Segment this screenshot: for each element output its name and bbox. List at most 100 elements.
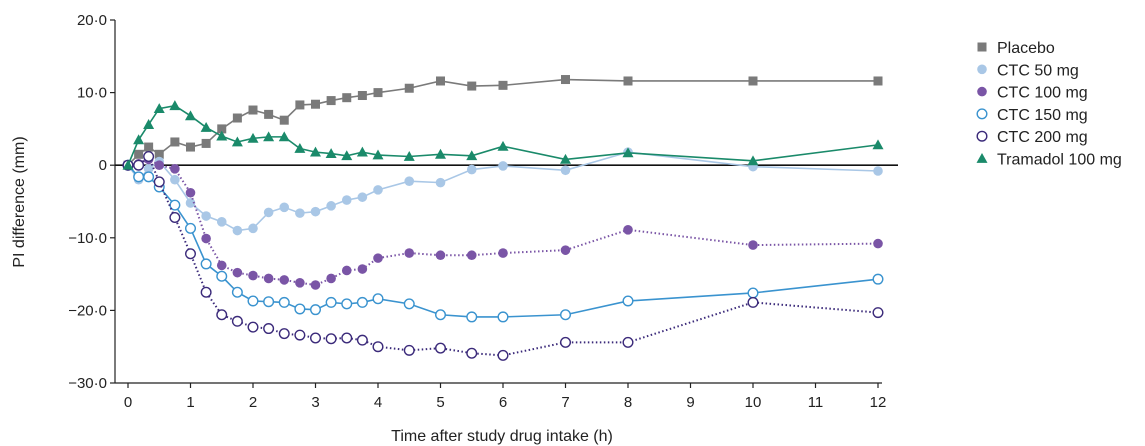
data-point-ctc-200-mg bbox=[560, 336, 572, 348]
data-point-ctc-150-mg bbox=[216, 270, 228, 282]
data-point-ctc-200-mg bbox=[325, 333, 337, 345]
data-point-placebo bbox=[342, 93, 352, 103]
data-point-ctc-50-mg bbox=[216, 217, 227, 227]
data-point-ctc-150-mg bbox=[622, 295, 634, 307]
data-point-ctc-50-mg bbox=[560, 165, 571, 176]
data-point-ctc-200-mg bbox=[310, 332, 322, 344]
data-point-placebo bbox=[561, 75, 570, 85]
data-point-ctc-200-mg bbox=[247, 321, 259, 333]
x-tick-label: 11 bbox=[808, 394, 824, 411]
data-point-ctc-200-mg bbox=[747, 296, 759, 308]
series-ctc-100-mg bbox=[123, 154, 883, 290]
data-point-ctc-100-mg bbox=[560, 245, 571, 255]
x-tick-label: 4 bbox=[374, 394, 382, 411]
data-point-ctc-200-mg bbox=[403, 344, 415, 356]
data-point-tramadol-100-mg bbox=[247, 132, 259, 143]
data-point-placebo bbox=[623, 76, 633, 86]
data-point-placebo bbox=[217, 124, 227, 134]
data-point-ctc-150-mg bbox=[143, 171, 155, 183]
data-point-ctc-50-mg bbox=[357, 192, 368, 202]
data-point-ctc-150-mg bbox=[403, 298, 415, 310]
data-point-ctc-50-mg bbox=[143, 164, 154, 174]
data-point-tramadol-100-mg bbox=[185, 110, 196, 121]
data-point-placebo bbox=[201, 138, 211, 148]
data-point-ctc-50-mg bbox=[201, 211, 211, 221]
data-point-placebo bbox=[311, 99, 320, 109]
data-point-placebo bbox=[279, 115, 289, 125]
data-point-ctc-150-mg bbox=[341, 298, 353, 310]
legend-label-tramadol-100-mg: Tramadol 100 mg bbox=[997, 152, 1122, 169]
data-point-ctc-200-mg bbox=[278, 328, 290, 340]
data-point-ctc-150-mg bbox=[231, 286, 243, 298]
x-tick-label: 1 bbox=[186, 394, 194, 411]
legend-marker-ctc-150-mg bbox=[976, 108, 988, 120]
data-point-ctc-100-mg bbox=[748, 240, 758, 250]
data-point-ctc-50-mg bbox=[263, 207, 274, 218]
data-point-ctc-150-mg bbox=[466, 311, 478, 323]
data-point-ctc-50-mg bbox=[404, 176, 415, 186]
y-tick-label: 10·0 bbox=[77, 85, 107, 102]
data-point-tramadol-100-mg bbox=[200, 121, 212, 132]
data-point-tramadol-100-mg bbox=[294, 143, 306, 153]
data-point-ctc-50-mg bbox=[232, 225, 243, 236]
x-tick-label: 9 bbox=[686, 394, 694, 411]
data-point-ctc-200-mg bbox=[133, 159, 145, 171]
legend-marker-ctc-100-mg bbox=[977, 86, 987, 97]
x-tick-label: 12 bbox=[870, 394, 887, 411]
data-point-tramadol-100-mg bbox=[122, 159, 134, 170]
x-tick-label: 0 bbox=[124, 394, 132, 411]
legend: Placebo CTC 50 mg CTC 100 mg CTC 150 mg CTC … bbox=[976, 40, 1122, 169]
x-tick-label: 6 bbox=[499, 394, 507, 411]
data-point-ctc-50-mg bbox=[310, 206, 321, 217]
data-point-tramadol-100-mg bbox=[435, 148, 446, 159]
x-tick-label: 2 bbox=[249, 394, 257, 411]
data-point-tramadol-100-mg bbox=[622, 147, 634, 158]
data-point-ctc-50-mg bbox=[170, 174, 180, 185]
data-point-ctc-100-mg bbox=[295, 278, 305, 288]
data-point-ctc-150-mg bbox=[372, 293, 384, 305]
series-ctc-200-mg bbox=[122, 150, 884, 361]
data-point-ctc-100-mg bbox=[466, 250, 477, 261]
data-point-ctc-200-mg bbox=[466, 347, 478, 359]
data-point-ctc-100-mg bbox=[279, 275, 290, 285]
data-point-ctc-100-mg bbox=[216, 260, 227, 271]
data-point-ctc-100-mg bbox=[373, 253, 383, 263]
data-point-tramadol-100-mg bbox=[560, 153, 571, 164]
data-point-ctc-50-mg bbox=[185, 198, 196, 208]
data-point-placebo bbox=[357, 91, 367, 101]
data-point-ctc-100-mg bbox=[404, 248, 415, 258]
data-point-tramadol-100-mg bbox=[325, 148, 337, 158]
data-point-ctc-100-mg bbox=[154, 160, 165, 170]
data-point-ctc-200-mg bbox=[497, 349, 509, 361]
data-point-ctc-200-mg bbox=[184, 248, 196, 260]
data-point-tramadol-100-mg bbox=[356, 146, 368, 157]
legend-marker-placebo bbox=[977, 42, 987, 52]
data-point-ctc-150-mg bbox=[560, 309, 572, 321]
data-point-ctc-100-mg bbox=[623, 225, 633, 235]
y-tick-label: −20·0 bbox=[68, 302, 107, 319]
data-point-ctc-150-mg bbox=[747, 287, 759, 299]
data-point-tramadol-100-mg bbox=[872, 139, 884, 150]
data-point-ctc-100-mg bbox=[185, 187, 196, 198]
legend-label-ctc-50-mg: CTC 50 mg bbox=[997, 62, 1079, 79]
data-point-placebo bbox=[373, 88, 383, 98]
legend-marker-tramadol-100-mg bbox=[976, 153, 988, 163]
data-point-tramadol-100-mg bbox=[278, 131, 290, 142]
data-point-placebo bbox=[154, 149, 164, 159]
data-point-ctc-100-mg bbox=[310, 280, 321, 290]
data-point-ctc-200-mg bbox=[356, 334, 368, 346]
data-point-placebo bbox=[295, 100, 305, 110]
data-point-ctc-200-mg bbox=[143, 150, 155, 162]
x-tick-label: 10 bbox=[745, 394, 762, 411]
legend-label-ctc-200-mg: CTC 200 mg bbox=[997, 129, 1088, 146]
data-point-ctc-50-mg bbox=[466, 164, 477, 175]
series-ctc-50-mg bbox=[123, 147, 883, 236]
data-point-ctc-150-mg bbox=[200, 258, 212, 270]
y-tick-label: 0 bbox=[99, 157, 107, 174]
data-point-ctc-200-mg bbox=[622, 336, 634, 348]
data-point-ctc-100-mg bbox=[232, 267, 243, 278]
data-point-ctc-100-mg bbox=[498, 248, 508, 258]
x-tick-label: 7 bbox=[561, 394, 569, 411]
data-point-ctc-150-mg bbox=[294, 303, 306, 315]
data-point-ctc-50-mg bbox=[326, 201, 336, 211]
